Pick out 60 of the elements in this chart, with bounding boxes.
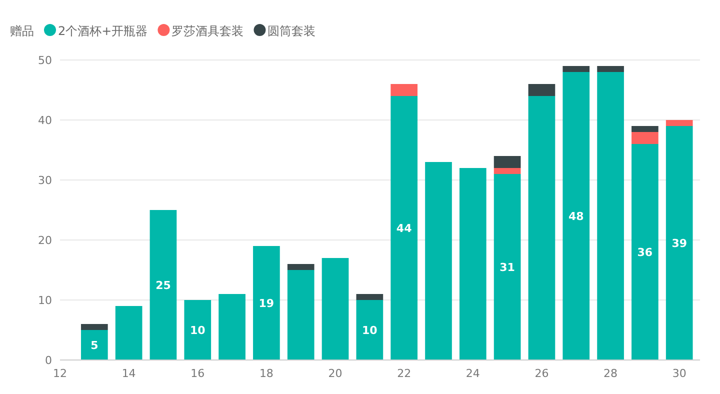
bar: [356, 294, 384, 300]
bar: [390, 96, 418, 360]
legend-title: 赠品: [10, 24, 34, 38]
bar: [632, 144, 658, 360]
bar: [287, 270, 314, 360]
y-tick-label: 0: [45, 354, 52, 367]
bar: [459, 168, 486, 360]
data-label: 48: [568, 210, 584, 223]
bar: [528, 96, 556, 360]
bar: [390, 84, 418, 96]
bar: [597, 72, 624, 360]
x-tick-label: 28: [604, 367, 618, 380]
x-tick-label: 26: [534, 367, 549, 380]
bar: [666, 120, 693, 126]
data-label: 19: [258, 297, 274, 310]
bar: [80, 324, 108, 330]
bar: [528, 84, 556, 96]
x-tick-label: 24: [466, 367, 480, 380]
x-tick-label: 18: [259, 367, 274, 380]
bar: [562, 66, 590, 72]
bar: [597, 66, 624, 72]
data-label: 10: [362, 324, 378, 337]
y-tick-label: 30: [38, 174, 52, 187]
data-label: 5: [90, 339, 98, 352]
y-tick-label: 40: [38, 114, 52, 127]
data-label: 31: [500, 261, 515, 274]
data-label: 25: [156, 279, 171, 292]
y-tick-label: 20: [38, 234, 52, 247]
bar: [356, 300, 384, 360]
y-tick-label: 50: [38, 54, 52, 67]
data-label: 44: [396, 222, 412, 235]
bar: [494, 156, 521, 168]
bar: [322, 258, 349, 360]
y-tick-label: 10: [38, 294, 52, 307]
bar: [632, 132, 658, 144]
x-tick-label: 14: [122, 367, 136, 380]
bar: [666, 126, 693, 360]
bar: [218, 294, 246, 360]
x-tick-label: 22: [397, 367, 412, 380]
bar: [115, 306, 142, 360]
x-tick-label: 30: [672, 367, 686, 380]
x-tick-label: 20: [328, 367, 342, 380]
legend-label: 罗莎酒具套装: [172, 24, 244, 38]
bar: [184, 300, 212, 360]
bar: [494, 168, 521, 174]
x-tick-label: 12: [53, 367, 67, 380]
bar: [562, 72, 590, 360]
legend-label: 圆筒套装: [268, 24, 316, 38]
bar: [80, 330, 108, 360]
bar: [494, 174, 521, 360]
data-label: 39: [672, 237, 688, 250]
bar: [253, 246, 280, 360]
bar: [150, 210, 177, 360]
bar: [632, 126, 658, 132]
data-label: 36: [637, 246, 653, 259]
bar: [425, 162, 452, 360]
bar: [287, 264, 314, 270]
legend-label: 2个酒杯+开瓶器: [58, 24, 148, 38]
data-label: 10: [190, 324, 206, 337]
x-tick-label: 16: [190, 367, 205, 380]
